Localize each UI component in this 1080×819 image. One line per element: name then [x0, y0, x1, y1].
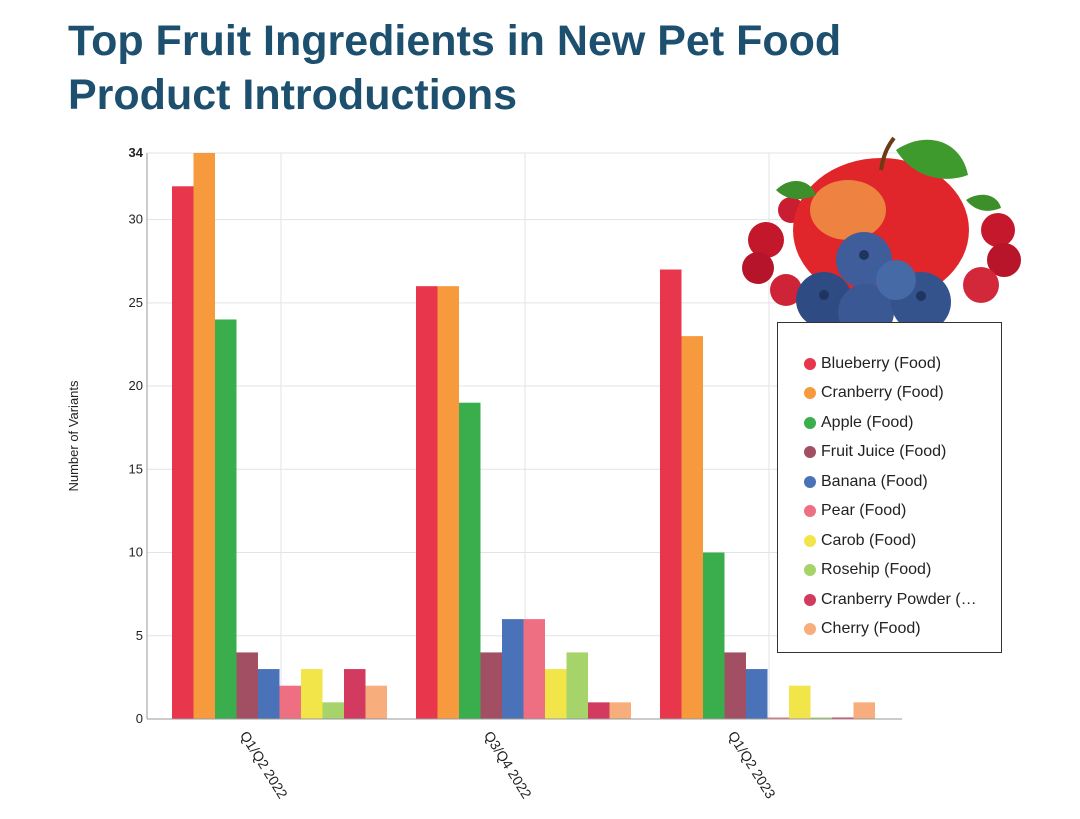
bar — [660, 269, 682, 719]
bar — [588, 702, 610, 719]
legend-swatch — [804, 357, 816, 370]
bars — [172, 153, 875, 719]
legend-item: Cherry (Food) — [804, 615, 977, 645]
legend-item: Carob (Food) — [804, 526, 977, 556]
bar — [459, 402, 481, 719]
bar — [566, 652, 588, 719]
legend-swatch — [804, 564, 816, 577]
y-tick-label: 10 — [129, 545, 143, 560]
bar — [502, 619, 524, 719]
x-category-label: Q1/Q2 2023 — [725, 728, 779, 801]
y-tick-label: 20 — [129, 378, 143, 393]
fruit-illustration-image — [742, 136, 1021, 330]
bar — [416, 286, 438, 719]
x-category-label: Q3/Q4 2022 — [481, 728, 535, 801]
y-tick-label: 30 — [129, 212, 143, 227]
cranberry-image — [981, 213, 1015, 247]
legend-label: Pear (Food) — [821, 502, 907, 520]
x-category-label: Q1/Q2 2022 — [237, 728, 291, 801]
legend-item: Pear (Food) — [804, 497, 977, 527]
bar — [279, 685, 301, 719]
bar — [193, 153, 215, 719]
legend-item: Cranberry (Food) — [804, 379, 977, 409]
legend-label: Banana (Food) — [821, 472, 928, 490]
leaf-image — [776, 180, 816, 200]
bar — [810, 717, 832, 719]
legend-swatch — [804, 623, 816, 636]
y-tick-label: 5 — [136, 628, 143, 643]
legend-label: Cranberry (Food) — [821, 384, 944, 402]
bar — [545, 669, 567, 719]
legend-item: Blueberry (Food) — [804, 349, 977, 379]
bar — [322, 702, 344, 719]
legend-item: Cranberry Powder (… — [804, 585, 977, 615]
bar — [301, 669, 323, 719]
bar — [853, 702, 875, 719]
bar — [767, 717, 789, 719]
apple-stem — [879, 136, 896, 171]
blueberry-crown — [819, 290, 829, 300]
blueberry-image — [838, 284, 894, 330]
legend-list: Blueberry (Food) Cranberry (Food) Apple (F… — [804, 349, 977, 644]
y-tick-label: 25 — [129, 295, 143, 310]
legend-swatch — [804, 416, 816, 429]
legend: Blueberry (Food) Cranberry (Food) Apple (F… — [777, 322, 1002, 653]
legend-swatch — [804, 387, 816, 400]
bar — [344, 669, 366, 719]
legend-label: Rosehip (Food) — [821, 561, 932, 579]
legend-label: Cherry (Food) — [821, 620, 921, 638]
legend-label: Cranberry Powder (… — [821, 590, 977, 608]
legend-item: Rosehip (Food) — [804, 556, 977, 586]
bar — [215, 319, 237, 719]
axes — [146, 153, 902, 720]
blueberry-image — [876, 260, 916, 300]
bar — [724, 652, 746, 719]
leaf-image — [966, 194, 1001, 211]
legend-label: Carob (Food) — [821, 531, 917, 549]
bar — [832, 717, 854, 719]
blueberry-crown — [916, 291, 926, 301]
apple-highlight — [810, 180, 886, 240]
grid-lines — [147, 152, 902, 720]
bar — [703, 552, 725, 719]
legend-label: Apple (Food) — [821, 413, 914, 431]
chart-title: Top Fruit Ingredients in New Pet Food Pr… — [68, 17, 842, 119]
y-tick-label: 34 — [129, 145, 144, 160]
legend-swatch — [804, 475, 816, 488]
cranberry-image — [987, 243, 1021, 277]
legend-item: Apple (Food) — [804, 408, 977, 438]
y-tick-label: 15 — [129, 461, 143, 476]
bar — [258, 669, 280, 719]
bar — [523, 619, 545, 719]
y-tick-labels: 0 5 10 15 20 25 30 34 — [129, 145, 144, 726]
cranberry-image — [742, 252, 774, 284]
legend-item: Banana (Food) — [804, 467, 977, 497]
bar — [609, 702, 631, 719]
legend-swatch — [804, 534, 816, 547]
legend-swatch — [804, 446, 816, 459]
apple-leaf — [896, 139, 968, 179]
legend-swatch — [804, 593, 816, 606]
x-category-labels: Q1/Q2 2022 Q3/Q4 2022 Q1/Q2 2023 — [237, 728, 779, 801]
bar — [437, 286, 459, 719]
cranberry-image — [963, 267, 999, 303]
bar — [480, 652, 502, 719]
bar — [681, 336, 703, 719]
legend-label: Blueberry (Food) — [821, 354, 942, 372]
bar — [789, 685, 811, 719]
bar — [236, 652, 258, 719]
cranberry-image — [748, 222, 784, 258]
bar — [746, 669, 768, 719]
legend-swatch — [804, 505, 816, 518]
blueberry-crown — [859, 250, 869, 260]
bar — [365, 685, 387, 719]
legend-label: Fruit Juice (Food) — [821, 443, 947, 461]
bar — [172, 186, 194, 719]
y-axis-label: Number of Variants — [66, 380, 81, 492]
cranberry-image — [770, 274, 802, 306]
legend-item: Fruit Juice (Food) — [804, 438, 977, 468]
y-tick-label: 0 — [136, 711, 143, 726]
